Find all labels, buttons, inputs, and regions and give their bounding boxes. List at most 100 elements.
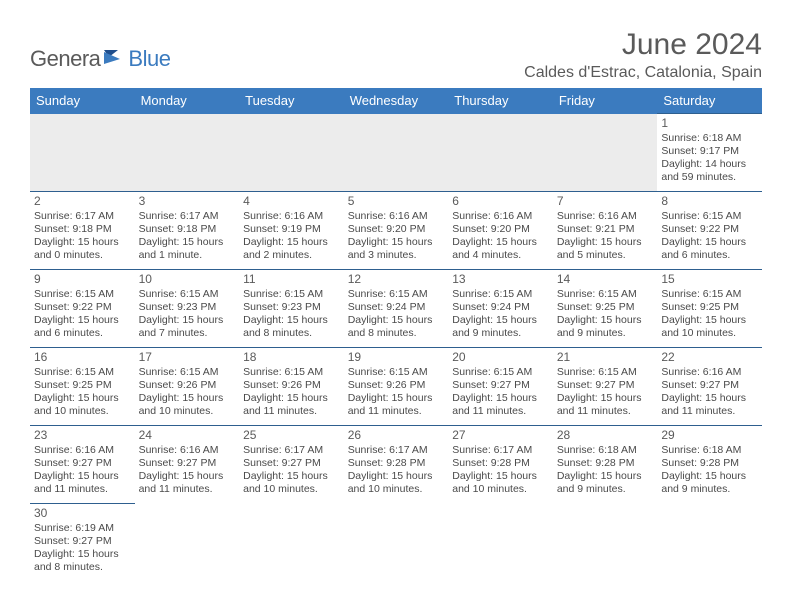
day-number: 22 [661,350,758,365]
day-info-line: Daylight: 15 hours [139,236,236,249]
empty-cell [448,114,553,192]
day-info-line: and 9 minutes. [557,327,654,340]
location: Caldes d'Estrac, Catalonia, Spain [524,64,762,82]
day-info-line: Daylight: 15 hours [34,314,131,327]
day-info-line: Sunset: 9:27 PM [452,379,549,392]
day-info-line: Daylight: 15 hours [661,236,758,249]
day-number: 25 [243,428,340,443]
day-info-line: and 10 minutes. [243,483,340,496]
day-info-line: Sunrise: 6:15 AM [139,366,236,379]
day-info-line: Sunrise: 6:18 AM [661,132,758,145]
empty-cell [344,504,449,582]
day-info-line: Sunrise: 6:16 AM [661,366,758,379]
day-header: Thursday [448,88,553,114]
logo: Genera Blue [30,28,170,72]
day-cell: 7Sunrise: 6:16 AMSunset: 9:21 PMDaylight… [553,192,658,270]
day-info-line: Sunrise: 6:15 AM [452,366,549,379]
day-info-line: Sunrise: 6:16 AM [348,210,445,223]
day-cell: 18Sunrise: 6:15 AMSunset: 9:26 PMDayligh… [239,348,344,426]
day-info-line: and 3 minutes. [348,249,445,262]
day-info-line: Sunrise: 6:17 AM [348,444,445,457]
logo-text-part2: Blue [128,46,170,72]
day-info-line: Daylight: 15 hours [243,236,340,249]
day-info-line: Sunset: 9:21 PM [557,223,654,236]
day-info-line: Daylight: 15 hours [139,314,236,327]
day-cell: 20Sunrise: 6:15 AMSunset: 9:27 PMDayligh… [448,348,553,426]
day-cell: 22Sunrise: 6:16 AMSunset: 9:27 PMDayligh… [657,348,762,426]
month-title: June 2024 [524,28,762,62]
day-info-line: Sunset: 9:28 PM [348,457,445,470]
day-info-line: Daylight: 15 hours [34,470,131,483]
day-info-line: and 10 minutes. [452,483,549,496]
day-info-line: and 10 minutes. [348,483,445,496]
day-info-line: and 7 minutes. [139,327,236,340]
day-info-line: Sunrise: 6:19 AM [34,522,131,535]
day-cell: 13Sunrise: 6:15 AMSunset: 9:24 PMDayligh… [448,270,553,348]
day-info-line: Sunrise: 6:17 AM [243,444,340,457]
day-number: 15 [661,272,758,287]
day-info-line: and 2 minutes. [243,249,340,262]
calendar-body: 1Sunrise: 6:18 AMSunset: 9:17 PMDaylight… [30,114,762,582]
day-info-line: Daylight: 15 hours [661,470,758,483]
day-info-line: and 59 minutes. [661,171,758,184]
empty-cell [135,504,240,582]
day-info-line: Daylight: 15 hours [452,470,549,483]
calendar-row: 1Sunrise: 6:18 AMSunset: 9:17 PMDaylight… [30,114,762,192]
day-info-line: Daylight: 15 hours [348,314,445,327]
day-header: Saturday [657,88,762,114]
day-info-line: Sunset: 9:27 PM [139,457,236,470]
day-info-line: Daylight: 15 hours [243,392,340,405]
day-info-line: Sunset: 9:27 PM [34,457,131,470]
empty-cell [657,504,762,582]
day-info-line: and 11 minutes. [34,483,131,496]
day-cell: 23Sunrise: 6:16 AMSunset: 9:27 PMDayligh… [30,426,135,504]
day-info-line: and 9 minutes. [557,483,654,496]
day-cell: 28Sunrise: 6:18 AMSunset: 9:28 PMDayligh… [553,426,658,504]
day-number: 13 [452,272,549,287]
day-number: 12 [348,272,445,287]
day-cell: 3Sunrise: 6:17 AMSunset: 9:18 PMDaylight… [135,192,240,270]
empty-cell [553,114,658,192]
day-cell: 10Sunrise: 6:15 AMSunset: 9:23 PMDayligh… [135,270,240,348]
day-info-line: Sunset: 9:26 PM [243,379,340,392]
calendar-row: 23Sunrise: 6:16 AMSunset: 9:27 PMDayligh… [30,426,762,504]
day-info-line: Daylight: 15 hours [557,314,654,327]
day-cell: 29Sunrise: 6:18 AMSunset: 9:28 PMDayligh… [657,426,762,504]
day-info-line: and 11 minutes. [557,405,654,418]
empty-cell [553,504,658,582]
day-info-line: Daylight: 15 hours [452,314,549,327]
day-cell: 2Sunrise: 6:17 AMSunset: 9:18 PMDaylight… [30,192,135,270]
day-info-line: Sunrise: 6:16 AM [452,210,549,223]
day-header: Friday [553,88,658,114]
day-info-line: Sunrise: 6:15 AM [557,366,654,379]
day-cell: 4Sunrise: 6:16 AMSunset: 9:19 PMDaylight… [239,192,344,270]
empty-cell [344,114,449,192]
day-cell: 19Sunrise: 6:15 AMSunset: 9:26 PMDayligh… [344,348,449,426]
day-cell: 14Sunrise: 6:15 AMSunset: 9:25 PMDayligh… [553,270,658,348]
day-info-line: and 6 minutes. [34,327,131,340]
day-info-line: Sunset: 9:28 PM [557,457,654,470]
day-cell: 21Sunrise: 6:15 AMSunset: 9:27 PMDayligh… [553,348,658,426]
day-info-line: Sunrise: 6:15 AM [243,288,340,301]
day-info-line: Sunrise: 6:15 AM [34,288,131,301]
day-info-line: Sunset: 9:28 PM [452,457,549,470]
day-info-line: Sunset: 9:18 PM [139,223,236,236]
day-info-line: and 8 minutes. [34,561,131,574]
day-info-line: Daylight: 15 hours [452,236,549,249]
day-number: 27 [452,428,549,443]
calendar-row: 30Sunrise: 6:19 AMSunset: 9:27 PMDayligh… [30,504,762,582]
day-number: 1 [661,116,758,131]
day-info-line: Daylight: 15 hours [661,314,758,327]
day-number: 3 [139,194,236,209]
logo-flag-icon [104,48,124,71]
title-block: June 2024 Caldes d'Estrac, Catalonia, Sp… [524,28,762,82]
day-info-line: and 10 minutes. [139,405,236,418]
day-header: Monday [135,88,240,114]
day-number: 30 [34,506,131,521]
day-info-line: Sunset: 9:25 PM [557,301,654,314]
day-number: 19 [348,350,445,365]
day-info-line: Daylight: 15 hours [661,392,758,405]
day-number: 28 [557,428,654,443]
day-cell: 17Sunrise: 6:15 AMSunset: 9:26 PMDayligh… [135,348,240,426]
calendar-page: Genera Blue June 2024 Caldes d'Estrac, C… [0,0,792,582]
